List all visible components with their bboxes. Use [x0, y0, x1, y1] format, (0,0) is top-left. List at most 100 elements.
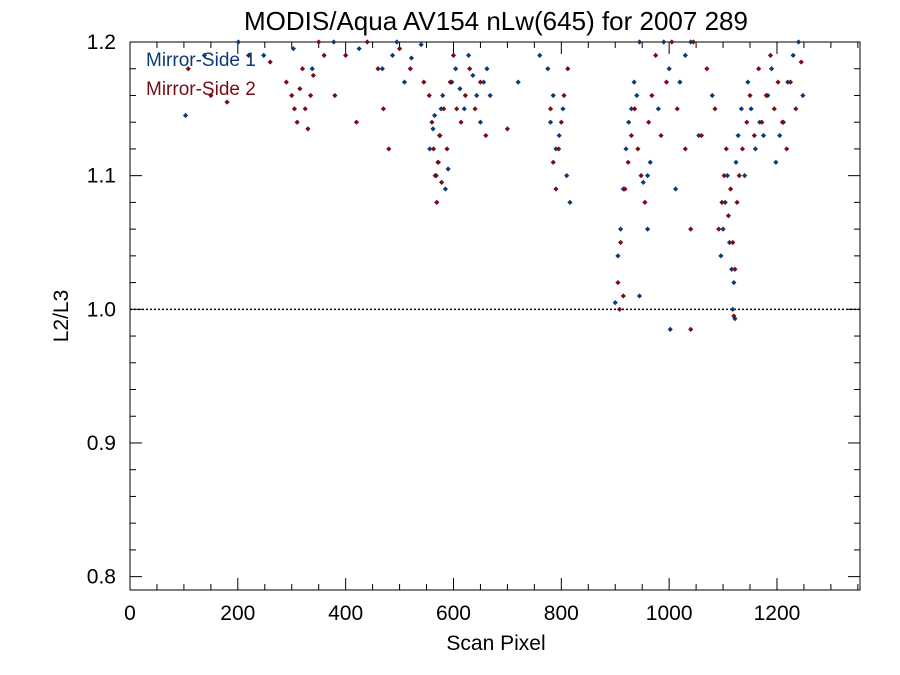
data-point — [785, 79, 791, 85]
data-point — [760, 132, 767, 139]
data-point — [305, 126, 311, 132]
data-point — [235, 39, 241, 45]
data-point — [432, 173, 438, 179]
data-point — [747, 92, 753, 99]
data-point — [640, 179, 646, 185]
x-tick-label: 400 — [328, 602, 363, 625]
x-tick-label: 600 — [436, 602, 471, 625]
data-point — [484, 66, 490, 72]
data-point — [550, 159, 556, 165]
data-point — [421, 79, 427, 85]
y-tick-label: 1.2 — [87, 31, 116, 54]
data-point — [647, 159, 653, 165]
data-point — [628, 132, 635, 139]
data-point — [426, 92, 432, 99]
data-point — [477, 119, 484, 125]
data-point — [625, 159, 631, 165]
data-point — [795, 39, 802, 45]
data-point — [375, 66, 381, 72]
data-point — [550, 92, 556, 99]
data-point — [653, 52, 659, 58]
data-point — [729, 266, 735, 272]
data-point — [638, 173, 644, 179]
data-point — [537, 52, 543, 58]
data-point — [401, 79, 408, 85]
data-point — [790, 52, 796, 58]
data-point — [297, 86, 303, 92]
y-tick-label: 1.1 — [87, 165, 116, 188]
data-point — [688, 226, 694, 232]
data-point — [504, 126, 511, 132]
data-point — [467, 66, 473, 72]
data-point — [474, 92, 480, 99]
data-point — [386, 146, 392, 152]
data-point — [470, 72, 476, 79]
data-point — [682, 52, 688, 58]
data-point — [408, 55, 415, 61]
data-point — [636, 293, 643, 299]
data-point — [720, 226, 726, 232]
data-point — [636, 39, 643, 45]
data-point — [261, 52, 267, 58]
data-point — [447, 79, 453, 85]
data-point — [477, 79, 484, 85]
data-point — [454, 106, 460, 112]
data-point — [674, 106, 680, 112]
data-point — [331, 39, 337, 45]
data-point — [725, 213, 732, 219]
y-axis-label: L2/L3 — [50, 290, 73, 343]
data-point — [182, 112, 189, 119]
data-point — [309, 66, 315, 72]
data-point — [744, 119, 750, 125]
x-tick-label: 1200 — [754, 602, 801, 625]
data-point — [612, 300, 618, 306]
data-point — [437, 132, 443, 139]
data-point — [439, 179, 445, 185]
data-point — [487, 92, 493, 99]
data-point — [649, 92, 655, 99]
data-point — [310, 72, 316, 79]
data-point — [302, 106, 308, 112]
data-point — [771, 106, 777, 112]
data-point — [224, 99, 230, 105]
data-point — [450, 52, 457, 58]
minor-ticks — [130, 42, 860, 590]
data-point — [418, 42, 424, 48]
data-point — [553, 186, 559, 192]
data-point — [567, 199, 573, 205]
data-point — [547, 106, 554, 112]
data-point — [553, 146, 559, 152]
data-point — [561, 92, 567, 99]
data-point — [294, 119, 300, 125]
data-point — [779, 119, 785, 125]
data-point — [545, 66, 551, 72]
data-point — [631, 79, 637, 85]
data-point — [343, 52, 349, 58]
data-point — [642, 199, 648, 205]
data-point — [396, 46, 403, 52]
x-tick-label: 0 — [124, 602, 136, 625]
data-point — [800, 92, 806, 99]
major-ticks — [129, 41, 860, 590]
data-point — [547, 119, 554, 125]
data-point — [704, 66, 710, 72]
data-point — [430, 146, 437, 152]
data-point — [732, 266, 738, 272]
data-point — [793, 106, 799, 112]
data-point — [556, 132, 562, 139]
data-point — [730, 239, 736, 246]
data-point — [299, 66, 306, 72]
data-point — [457, 86, 463, 92]
x-tick-labels: 0 200 400 600 800 1000 1200 — [124, 602, 800, 625]
data-point — [565, 66, 571, 72]
data-point — [290, 46, 296, 52]
data-point — [751, 132, 757, 139]
data-point — [353, 119, 360, 125]
chart-title: MODIS/Aqua AV154 nLw(645) for 2007 289 — [244, 6, 748, 36]
data-point — [735, 132, 741, 139]
data-point — [622, 186, 628, 192]
data-point — [435, 159, 441, 165]
data-point — [558, 119, 564, 125]
data-point — [208, 92, 214, 99]
data-point — [379, 66, 385, 72]
